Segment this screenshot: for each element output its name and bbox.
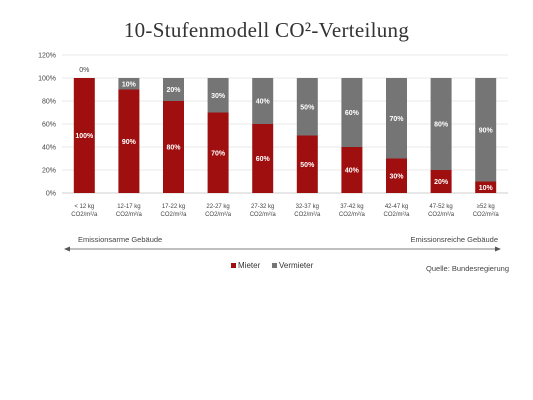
y-tick-label: 20% xyxy=(42,168,56,175)
data-label-mieter: 80% xyxy=(166,145,181,152)
data-label-mieter: 50% xyxy=(300,162,315,169)
arrow-left-head xyxy=(64,246,70,252)
x-tick-label: CO2/m²/a xyxy=(71,212,98,218)
x-tick-label: CO2/m²/a xyxy=(116,212,143,218)
x-tick-label: < 12 kg xyxy=(74,204,94,210)
legend-swatch xyxy=(272,263,277,268)
data-label-mieter: 60% xyxy=(256,156,271,163)
chart-title: 10-Stufenmodell CO²-Verteilung xyxy=(123,18,410,42)
data-label-mieter: 100% xyxy=(75,133,94,140)
x-tick-label: CO2/m²/a xyxy=(428,212,455,218)
bar-vermieter xyxy=(163,78,184,101)
bar-mieter xyxy=(430,170,452,193)
bar-mieter xyxy=(252,124,274,193)
x-tick-label: CO2/m²/a xyxy=(250,212,277,218)
bar-mieter xyxy=(163,101,184,193)
bar-vermieter xyxy=(386,78,407,159)
x-tick-label: 37-42 kg xyxy=(340,204,363,210)
x-tick-label: 42-47 kg xyxy=(385,204,408,210)
data-label-mieter: 20% xyxy=(434,179,449,186)
bar-mieter xyxy=(475,181,497,193)
x-tick-label: 27-32 kg xyxy=(251,204,274,210)
legend-swatch xyxy=(231,263,236,268)
bar-vermieter xyxy=(475,78,497,182)
legend: Mieter Vermieter xyxy=(231,261,314,270)
bar-mieter xyxy=(341,147,363,193)
data-label-vermieter: 40% xyxy=(256,99,271,106)
annotation-left: Emissionsarme Gebäude xyxy=(78,235,162,244)
data-label-vermieter: 20% xyxy=(166,87,181,94)
bar-vermieter xyxy=(252,78,274,124)
x-tick-label: CO2/m²/a xyxy=(160,212,187,218)
data-label-vermieter: 0% xyxy=(79,67,89,74)
bar-vermieter xyxy=(296,78,318,136)
x-tick-label: 22-27 kg xyxy=(206,204,229,210)
data-label-mieter: 30% xyxy=(389,173,404,180)
data-label-vermieter: 30% xyxy=(211,93,226,100)
bars: 100% 0% 90% 10% 80% 20% 70% 30% 60% 40% 50% 50% 40% 6… xyxy=(73,67,497,193)
data-label-vermieter: 10% xyxy=(122,81,137,88)
source-note: Quelle: Bundesregierung xyxy=(426,264,509,273)
data-label-mieter: 70% xyxy=(211,150,226,157)
y-tick-label: 100% xyxy=(38,76,56,83)
x-tick-label: CO2/m²/a xyxy=(383,212,410,218)
bar-mieter xyxy=(207,112,229,193)
annotation-right: Emissionsreiche Gebäude xyxy=(410,235,498,244)
x-tick-label: CO2/m²/a xyxy=(294,212,321,218)
data-label-vermieter: 90% xyxy=(479,127,494,134)
x-tick-label: CO2/m²/a xyxy=(339,212,366,218)
x-tick-label: 17-22 kg xyxy=(162,204,185,210)
y-axis: 0% 20% 40% 60% 80% 100% 120% xyxy=(38,53,56,198)
arrow-right-head xyxy=(495,246,501,252)
y-tick-label: 80% xyxy=(42,99,56,106)
x-tick-label: ≥52 kg xyxy=(477,204,495,210)
data-label-mieter: 90% xyxy=(122,139,137,146)
bar-mieter xyxy=(73,78,95,193)
y-tick-label: 120% xyxy=(38,53,56,60)
x-axis: < 12 kg CO2/m²/a 12-17 kg CO2/m²/a 17-22 kg C… xyxy=(71,204,499,218)
bar-vermieter xyxy=(430,78,452,170)
data-label-mieter: 10% xyxy=(479,185,494,192)
bar-mieter xyxy=(118,89,140,193)
data-label-vermieter: 80% xyxy=(434,122,449,129)
bar-mieter xyxy=(296,135,318,193)
x-tick-label: CO2/m²/a xyxy=(473,212,500,218)
data-label-vermieter: 70% xyxy=(389,116,404,123)
legend-label: Vermieter xyxy=(279,261,314,270)
y-tick-label: 0% xyxy=(46,191,56,198)
y-tick-label: 40% xyxy=(42,145,56,152)
bar-vermieter xyxy=(341,78,363,147)
data-label-mieter: 40% xyxy=(345,168,360,175)
legend-label: Mieter xyxy=(238,261,261,270)
x-tick-label: 32-37 kg xyxy=(296,204,319,210)
data-label-vermieter: 50% xyxy=(300,104,315,111)
x-tick-label: CO2/m²/a xyxy=(205,212,232,218)
x-tick-label: 47-52 kg xyxy=(429,204,452,210)
y-tick-label: 60% xyxy=(42,122,56,129)
bar-vermieter xyxy=(118,78,140,90)
x-tick-label: 12-17 kg xyxy=(117,204,140,210)
bar-mieter xyxy=(386,158,407,193)
bar-vermieter xyxy=(207,78,229,113)
data-label-vermieter: 60% xyxy=(345,110,360,117)
